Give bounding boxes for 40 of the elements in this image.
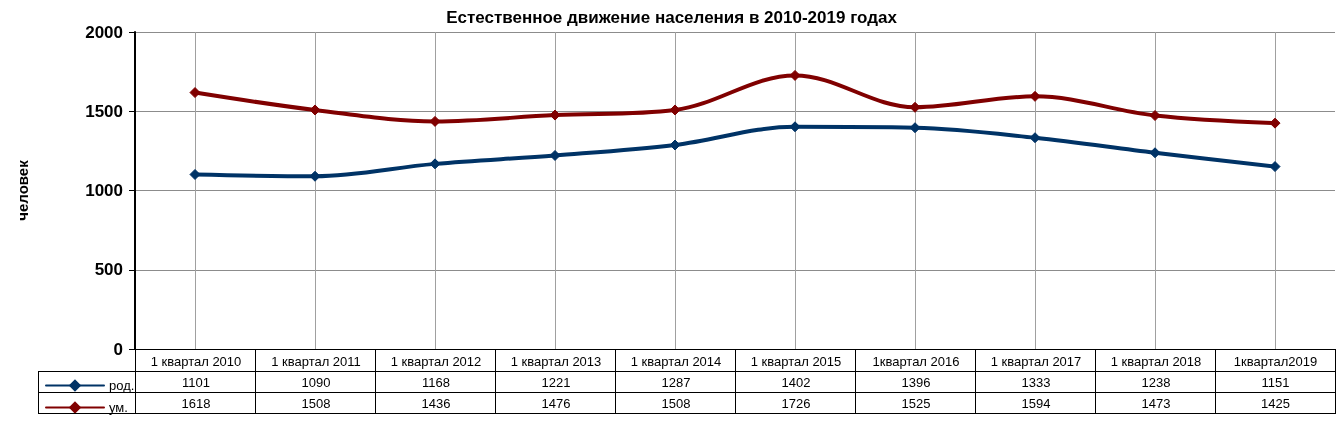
x-tick-label: 1 квартал 2010 bbox=[135, 349, 256, 372]
data-label: 1618 bbox=[135, 392, 256, 414]
y-tick-label: 500 bbox=[94, 260, 123, 280]
data-label: 1168 bbox=[375, 371, 496, 393]
data-label: 1396 bbox=[855, 371, 976, 393]
x-tick-label: 1 квартал 2017 bbox=[975, 349, 1096, 372]
data-label: 1476 bbox=[495, 392, 616, 414]
data-label: 1473 bbox=[1095, 392, 1216, 414]
x-tick-label: 1квартал2019 bbox=[1215, 349, 1336, 372]
data-label: 1508 bbox=[255, 392, 376, 414]
legend-label: род. bbox=[109, 378, 135, 393]
x-tick-label: 1 квартал 2018 bbox=[1095, 349, 1216, 372]
data-label: 1525 bbox=[855, 392, 976, 414]
data-label: 1333 bbox=[975, 371, 1096, 393]
data-label: 1101 bbox=[135, 371, 256, 393]
y-tick-label: 2000 bbox=[85, 22, 123, 42]
data-label: 1151 bbox=[1215, 371, 1336, 393]
data-label: 1425 bbox=[1215, 392, 1336, 414]
point bbox=[189, 87, 201, 99]
data-label: 1594 bbox=[975, 392, 1096, 414]
x-tick-label: 1 квартал 2011 bbox=[255, 349, 376, 372]
data-label: 1402 bbox=[735, 371, 856, 393]
x-tick-label: 1 квартал 2013 bbox=[495, 349, 616, 372]
x-tick-label: 1 квартал 2015 bbox=[735, 349, 856, 372]
y-tick-label: 0 bbox=[113, 339, 123, 359]
data-label: 1436 bbox=[375, 392, 496, 414]
x-tick-label: 1квартал 2016 bbox=[855, 349, 976, 372]
data-label: 1726 bbox=[735, 392, 856, 414]
data-label: 1287 bbox=[615, 371, 736, 393]
legend-label: ум. bbox=[109, 400, 128, 415]
y-axis-title: человек bbox=[14, 159, 31, 221]
x-tick-label: 1 квартал 2012 bbox=[375, 349, 496, 372]
y-tick-label: 1000 bbox=[85, 181, 123, 200]
data-label: 1508 bbox=[615, 392, 736, 414]
data-label: 1221 bbox=[495, 371, 616, 393]
x-tick-label: 1 квартал 2014 bbox=[615, 349, 736, 372]
data-label: 1238 bbox=[1095, 371, 1216, 393]
chart-title: Естественное движение населения в 2010-2019 годах bbox=[446, 8, 898, 27]
y-tick-label: 1500 bbox=[85, 101, 123, 121]
data-label: 1090 bbox=[255, 371, 376, 393]
